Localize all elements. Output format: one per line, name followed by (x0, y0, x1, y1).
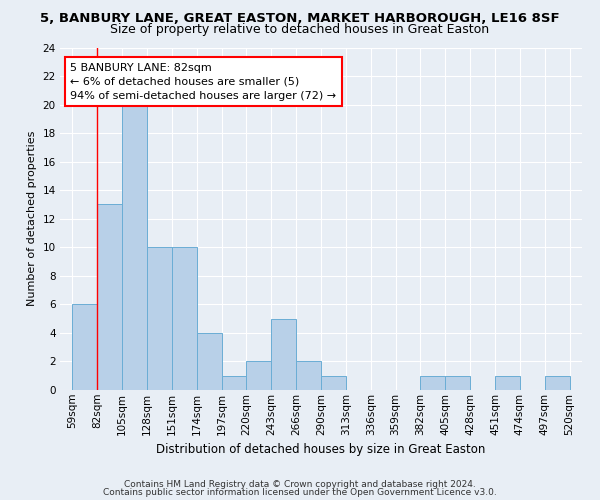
Bar (147, 248, 172, 390)
Bar (221, 376, 247, 390)
Bar (247, 362, 271, 390)
Bar (97, 204, 122, 390)
Text: 5 BANBURY LANE: 82sqm
← 6% of detached houses are smaller (5)
94% of semi-detach: 5 BANBURY LANE: 82sqm ← 6% of detached h… (70, 63, 337, 101)
Bar (495, 376, 520, 390)
Bar (197, 333, 221, 390)
Bar (271, 318, 296, 390)
Text: Contains public sector information licensed under the Open Government Licence v3: Contains public sector information licen… (103, 488, 497, 497)
Bar (73, 304, 97, 390)
Bar (172, 248, 197, 390)
Bar (421, 376, 445, 390)
Text: 5, BANBURY LANE, GREAT EASTON, MARKET HARBOROUGH, LE16 8SF: 5, BANBURY LANE, GREAT EASTON, MARKET HA… (40, 12, 560, 26)
Y-axis label: Number of detached properties: Number of detached properties (27, 131, 37, 306)
Bar (296, 362, 321, 390)
Bar (122, 104, 147, 390)
X-axis label: Distribution of detached houses by size in Great Easton: Distribution of detached houses by size … (157, 443, 485, 456)
Text: Size of property relative to detached houses in Great Easton: Size of property relative to detached ho… (110, 22, 490, 36)
Text: Contains HM Land Registry data © Crown copyright and database right 2024.: Contains HM Land Registry data © Crown c… (124, 480, 476, 489)
Bar (445, 376, 470, 390)
Bar (321, 376, 346, 390)
Bar (545, 376, 569, 390)
